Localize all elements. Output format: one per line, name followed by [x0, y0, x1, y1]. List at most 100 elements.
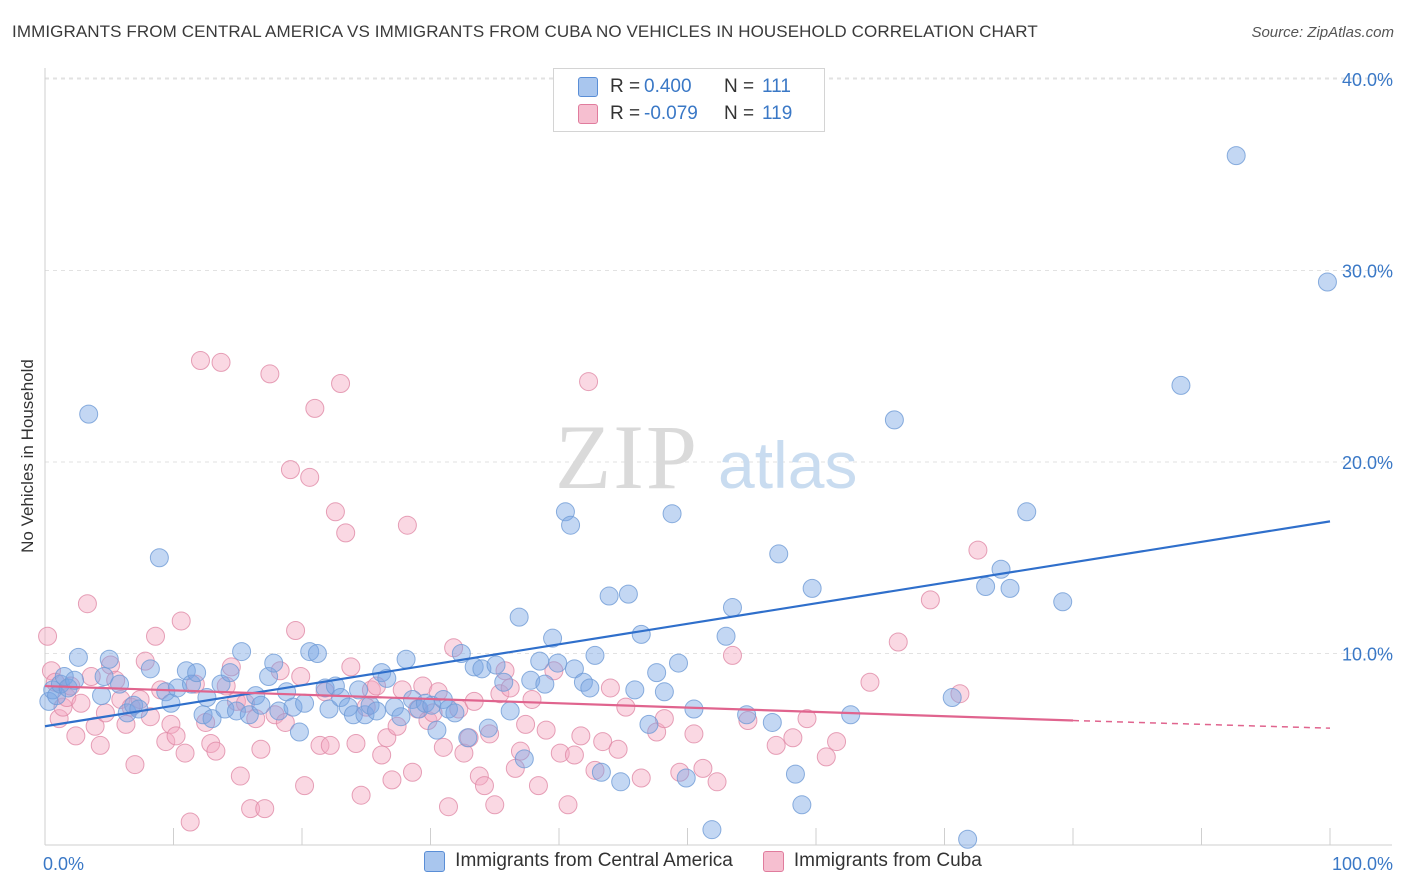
central-america-point — [99, 649, 119, 669]
central-america-point — [611, 772, 631, 792]
cuba-point — [180, 812, 200, 832]
central-america-point — [669, 653, 689, 673]
central-america-point — [54, 666, 74, 686]
cuba-point — [783, 728, 803, 748]
central-america-point — [494, 672, 514, 692]
cuba-point — [291, 666, 311, 686]
x-tick-label: 0.0% — [43, 854, 84, 874]
cuba-point — [190, 351, 210, 371]
central-america-point — [124, 695, 144, 715]
cuba-point — [295, 776, 315, 796]
central-america-point — [331, 688, 351, 708]
central-america-point — [785, 764, 805, 784]
chart-source: Source: ZipAtlas.com — [1251, 24, 1394, 41]
cuba-point — [140, 707, 160, 727]
cuba-point — [175, 743, 195, 763]
central-america-point — [564, 659, 584, 679]
legend-n-value: 111 — [762, 76, 791, 97]
cuba-point — [382, 770, 402, 790]
central-america-point — [295, 693, 315, 713]
legend-item-central-america[interactable]: Immigrants from Central America — [424, 850, 733, 872]
central-america-point — [1317, 272, 1337, 292]
central-america-point — [841, 705, 861, 725]
tick-labels: 10.0% 20.0% 30.0% 40.0% 0.0% 100.0% — [43, 70, 1393, 874]
central-america-point — [1226, 146, 1246, 166]
cuba-point — [146, 626, 166, 646]
central-america-point — [39, 691, 59, 711]
legend-item-cuba[interactable]: Immigrants from Cuba — [762, 850, 982, 872]
central-america-point — [561, 515, 581, 535]
central-america-point — [269, 701, 289, 721]
cuba-point — [161, 714, 181, 734]
cuba-point — [251, 739, 271, 759]
cuba-point — [286, 621, 306, 641]
cuba-point — [860, 672, 880, 692]
central-america-point — [762, 712, 782, 732]
legend-r-value: 0.400 — [644, 76, 692, 97]
series-legend: Immigrants from Central America Immigran… — [0, 850, 1406, 872]
central-america-point — [792, 795, 812, 815]
cuba-point — [433, 737, 453, 757]
stats-legend: R = 0.400 N = 111 R = -0.079 N = 119 — [553, 68, 825, 132]
y-tick-label: 30.0% — [1342, 262, 1393, 282]
cuba-point — [270, 661, 290, 681]
cuba-point — [211, 352, 231, 372]
central-america-point — [942, 688, 962, 708]
central-america-point — [140, 659, 160, 679]
central-america-point — [156, 682, 176, 702]
legend-swatch-cuba — [762, 850, 784, 872]
central-america-point — [391, 707, 411, 727]
cuba-point — [255, 799, 275, 819]
cuba-point — [66, 726, 86, 746]
cuba-point — [888, 632, 908, 652]
y-axis-label: No Vehicles in Household — [18, 359, 37, 553]
central-america-point — [530, 651, 550, 671]
watermark-zip: ZIP — [555, 406, 699, 508]
legend-n-label: N = — [724, 103, 755, 124]
cuba-point — [403, 762, 423, 782]
central-america-point — [478, 718, 498, 738]
central-america-point — [251, 695, 271, 715]
central-america-point — [226, 701, 246, 721]
central-america-point — [427, 720, 447, 740]
central-america-point — [580, 678, 600, 698]
cuba-point — [766, 735, 786, 755]
legend-label-cuba: Immigrants from Cuba — [793, 850, 982, 871]
cuba-point — [536, 720, 556, 740]
cuba-point — [325, 502, 345, 522]
central-america-point — [79, 404, 99, 424]
central-america-point — [377, 668, 397, 688]
central-america-point — [355, 705, 375, 725]
cuba-point — [221, 657, 241, 677]
central-america-point — [300, 642, 320, 662]
cuba-point — [564, 745, 584, 765]
cuba-point — [485, 795, 505, 815]
legend-swatch-central-america — [424, 850, 446, 872]
cuba-point — [77, 594, 97, 614]
central-america-point — [343, 705, 363, 725]
cuba-point — [280, 460, 300, 480]
cuba-point — [95, 703, 115, 723]
y-tick-label: 20.0% — [1342, 453, 1393, 473]
cuba-point — [241, 799, 261, 819]
legend-r-value: -0.079 — [644, 103, 698, 124]
trend-line-cuba — [44, 684, 1074, 722]
cuba-point — [469, 766, 489, 786]
cuba-point — [550, 743, 570, 763]
cuba-point — [707, 772, 727, 792]
cuba-point — [260, 364, 280, 384]
cuba-point — [722, 645, 742, 665]
legend-label-central-america: Immigrants from Central America — [455, 850, 733, 871]
cuba-point — [454, 743, 474, 763]
central-america-point — [232, 642, 252, 662]
central-america-point — [1017, 502, 1037, 522]
cuba-point — [125, 755, 145, 775]
central-america-point — [110, 674, 130, 694]
cuba-point — [968, 540, 988, 560]
cuba-point — [351, 785, 371, 805]
cuba-point — [387, 716, 407, 736]
central-america-point — [543, 628, 563, 648]
central-america-point — [722, 598, 742, 618]
legend-r-label: R = — [610, 76, 641, 97]
axes — [44, 68, 1392, 846]
